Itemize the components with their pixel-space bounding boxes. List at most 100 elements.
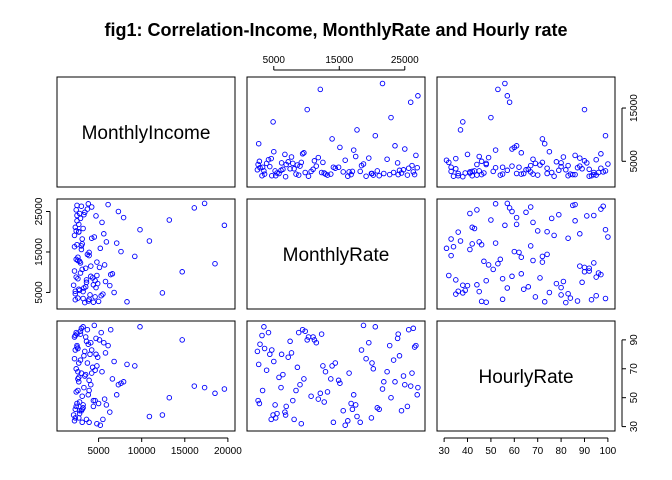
scatter-point (556, 211, 562, 218)
scatter-point (572, 218, 578, 224)
scatter-point (409, 162, 415, 169)
scatter-point (450, 173, 457, 179)
scatter-point (107, 409, 113, 415)
scatter-point (99, 219, 105, 226)
scatter-point (79, 406, 85, 413)
scatter-point (446, 272, 452, 279)
scatter-point (75, 387, 81, 394)
scatter-point (409, 370, 415, 376)
scatter-point (212, 260, 218, 267)
scatter-point (414, 392, 420, 398)
scatter-point (75, 257, 81, 264)
scatter-point (90, 397, 97, 404)
scatter-point (83, 277, 90, 283)
scatter-point (166, 217, 173, 223)
scatter-point (159, 290, 166, 296)
scatter-point (598, 151, 604, 157)
scatter-point (513, 214, 520, 221)
scatter-point (337, 144, 343, 151)
scatter-point (259, 164, 266, 170)
scatter-point (349, 406, 356, 413)
scatter-point (305, 173, 312, 179)
scatter-point (474, 161, 480, 168)
scatter-point (80, 288, 86, 295)
scatter-point (111, 289, 117, 296)
scatter-point (381, 379, 387, 385)
scatter-point (593, 156, 599, 163)
scatter-point (70, 282, 77, 288)
scatter-point (95, 400, 102, 407)
scatter-point (384, 368, 390, 375)
panel-frame (56, 198, 236, 310)
scatter-point (88, 263, 94, 269)
scatter-point (567, 295, 574, 301)
scatter-point (405, 165, 412, 171)
scatter-point (310, 334, 316, 340)
scatter-point (492, 147, 499, 153)
scatter-point (388, 394, 394, 401)
scatter-point (78, 325, 85, 332)
scatter-point (577, 163, 583, 169)
scatter-point (96, 337, 103, 343)
scatter-point (137, 226, 143, 233)
scatter-point (282, 151, 288, 158)
bottom-axis-tick-label: 50 (485, 446, 497, 457)
scatter-point (330, 164, 337, 170)
scatter-point (481, 170, 487, 176)
scatter-point (565, 162, 571, 169)
scatter-point (574, 298, 581, 304)
scatter-point (76, 379, 82, 385)
scatter-point (287, 166, 293, 172)
scatter-point (291, 416, 297, 423)
scatter-point (516, 164, 522, 170)
scatter-point (324, 389, 331, 395)
scatter-point (560, 154, 567, 160)
panel-r2-c1 (246, 320, 426, 432)
panel-frame (246, 320, 426, 432)
bottom-axis-tick-label: 90 (579, 446, 591, 457)
scatter-point (78, 203, 85, 209)
scatter-point (88, 339, 94, 346)
scatter-point (90, 403, 97, 410)
scatter-point (360, 322, 367, 329)
scatter-point (287, 338, 293, 345)
scatter-point (402, 381, 408, 388)
scatter-point (366, 155, 372, 161)
scatter-point (101, 339, 107, 346)
scatter-point (492, 240, 499, 246)
scatter-point (84, 360, 91, 366)
scatter-point (370, 172, 377, 178)
panel-r1-c1: MonthlyRate (246, 198, 426, 310)
scatter-point (98, 329, 104, 336)
scatter-point (74, 342, 80, 349)
scatter-point (103, 402, 110, 408)
scatter-point (581, 269, 588, 275)
scatter-point (379, 80, 386, 87)
scatter-point (100, 416, 106, 423)
scatter-point (527, 204, 534, 210)
scatter-point (485, 262, 492, 268)
scatter-point (282, 412, 289, 418)
scatter-point (563, 299, 569, 306)
scatter-point (256, 400, 263, 407)
scatter-point (118, 248, 124, 255)
scatter-point (563, 167, 569, 173)
panel-r1-c0 (56, 198, 236, 310)
scatter-point (101, 231, 107, 237)
scatter-point (78, 370, 85, 376)
left-axis-tick-label: 25000 (34, 197, 45, 225)
scatter-point (79, 266, 85, 273)
scatter-point (278, 160, 285, 166)
scatter-point (453, 277, 459, 283)
scatter-point (495, 260, 501, 267)
scatter-point (488, 217, 494, 223)
scatter-point (558, 284, 564, 291)
scatter-point (86, 387, 92, 394)
scatter-point (586, 265, 592, 271)
scatter-point (78, 246, 85, 253)
scatter-point (74, 218, 80, 224)
scatter-point (120, 214, 127, 221)
scatter-point (467, 210, 473, 217)
scatter-point (520, 170, 527, 177)
